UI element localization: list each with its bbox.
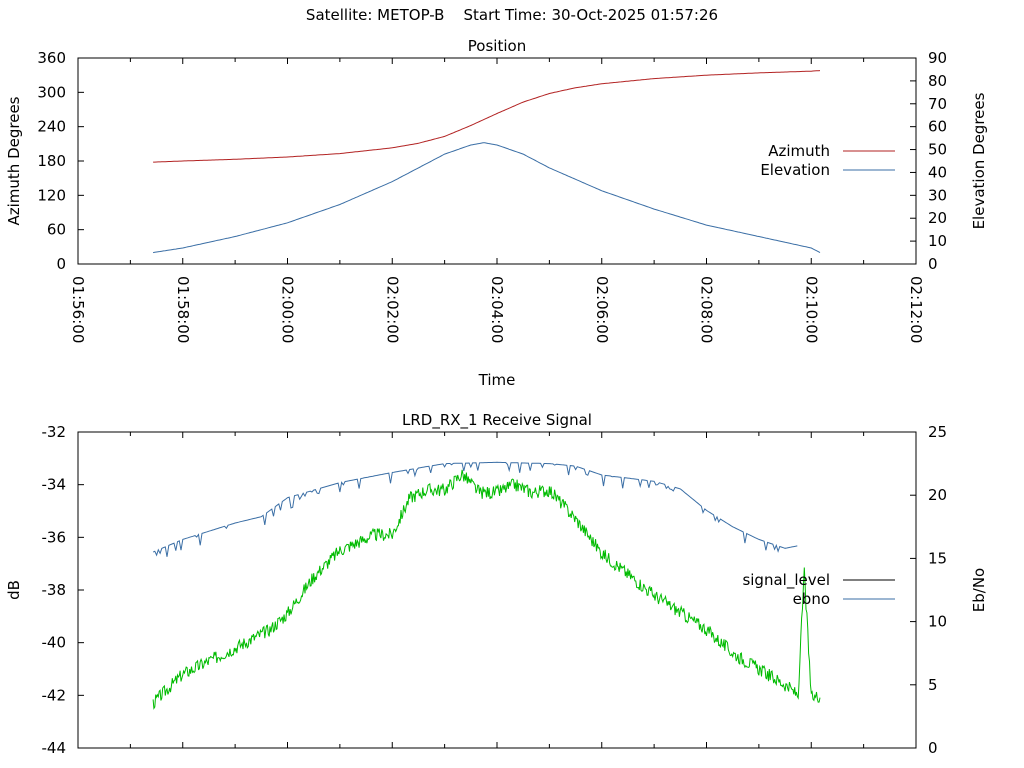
position-y2-tick-label: 30 [928, 186, 947, 204]
signal-y2-tick-label: 20 [928, 486, 947, 504]
signal-y-tick-label: -32 [42, 423, 67, 441]
position-chart: Position Time Azimuth Degrees Elevation … [5, 37, 988, 389]
series-line-signal-trace [152, 469, 821, 710]
series-line-azimuth [153, 70, 821, 163]
position-y-tick-label: 300 [37, 83, 66, 101]
position-legend: Azimuth Elevation [760, 142, 895, 179]
legend-label-ebno: ebno [793, 590, 830, 608]
position-x-tick-label: 02:02:00 [383, 276, 401, 343]
position-y-tick-label: 180 [37, 152, 66, 170]
signal-legend: signal_level ebno [742, 571, 895, 608]
position-y-axis-label: Azimuth Degrees [5, 96, 23, 225]
signal-y-axis-label: dB [5, 580, 23, 600]
position-y2-tick-label: 60 [928, 118, 947, 136]
signal-y-tick-label: -42 [42, 686, 67, 704]
position-y2-tick-label: 20 [928, 209, 947, 227]
series-line-ebno [152, 461, 798, 557]
position-chart-title: Position [468, 37, 526, 55]
legend-label-signal-level: signal_level [742, 571, 830, 590]
signal-y-tick-label: -44 [42, 739, 67, 757]
series-line-elevation [153, 142, 821, 254]
signal-chart: LRD_RX_1 Receive Signal dB Eb/No -44-42-… [5, 411, 988, 757]
position-y2-axis-label: Elevation Degrees [970, 92, 988, 229]
position-y2-tick-label: 0 [928, 255, 938, 273]
position-x-axis-label: Time [478, 371, 516, 389]
position-x-tick-label: 02:06:00 [593, 276, 611, 343]
position-series [153, 70, 821, 254]
position-y-tick-label: 240 [37, 118, 66, 136]
signal-y2-axis-label: Eb/No [970, 568, 988, 612]
position-y2-tick-label: 80 [928, 72, 947, 90]
position-y-tick-label: 0 [56, 255, 66, 273]
signal-chart-title: LRD_RX_1 Receive Signal [402, 411, 592, 430]
satellite-label: Satellite: METOP-B [305, 6, 445, 24]
signal-y-tick-label: -40 [42, 634, 67, 652]
position-y2-tick-label: 10 [928, 232, 947, 250]
legend-label-azimuth: Azimuth [768, 142, 830, 160]
position-x-tick-label: 02:00:00 [279, 276, 297, 343]
signal-y2-tick-label: 10 [928, 613, 947, 631]
position-x-tick-label: 02:08:00 [698, 276, 716, 343]
position-y2-tick-label: 50 [928, 141, 947, 159]
position-x-tick-label: 02:12:00 [907, 276, 925, 343]
page-title: Satellite: METOP-B Start Time: 30-Oct-20… [0, 6, 1024, 24]
legend-label-elevation: Elevation [760, 161, 830, 179]
signal-y-tick-label: -38 [42, 581, 67, 599]
signal-y2-tick-label: 15 [928, 549, 947, 567]
position-x-tick-label: 01:58:00 [174, 276, 192, 343]
position-y-tick-label: 60 [47, 221, 66, 239]
signal-y-tick-label: -34 [42, 476, 67, 494]
position-y2-tick-label: 70 [928, 95, 947, 113]
position-x-tick-label: 02:10:00 [802, 276, 820, 343]
position-y2-tick-label: 40 [928, 163, 947, 181]
position-y2-tick-label: 90 [928, 49, 947, 67]
signal-series [152, 461, 821, 710]
position-ticks: 01:56:00 01:58:00 02:00:00 02:02:00 02:04:00… [37, 49, 947, 343]
signal-y-tick-label: -36 [42, 528, 67, 546]
position-x-tick-label: 01:56:00 [69, 276, 87, 343]
position-x-tick-label: 02:04:00 [488, 276, 506, 343]
start-time-label: Start Time: 30-Oct-2025 01:57:26 [463, 6, 719, 24]
position-y-tick-label: 120 [37, 186, 66, 204]
signal-plot-frame [77, 431, 917, 749]
signal-ticks: -44 -42 -40 -38 -36 -34 -32 0 5 10 15 20 25 [42, 423, 948, 757]
signal-y2-tick-label: 0 [928, 739, 938, 757]
signal-y2-tick-label: 5 [928, 676, 938, 694]
signal-y2-tick-label: 25 [928, 423, 947, 441]
position-y-tick-label: 360 [37, 49, 66, 67]
